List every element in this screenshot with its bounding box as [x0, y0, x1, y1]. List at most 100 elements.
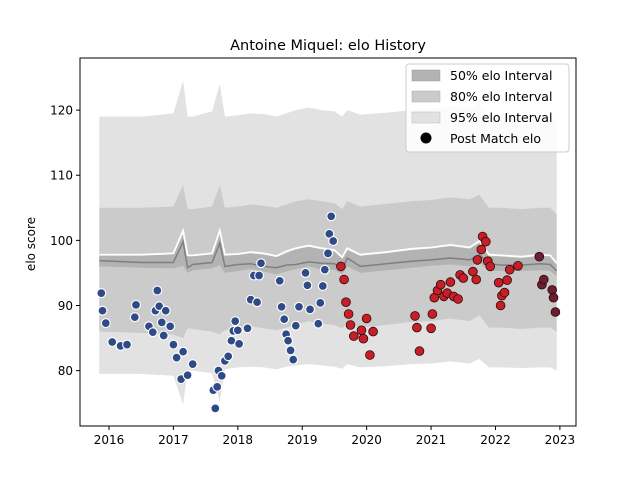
x-tick-label: 2016	[94, 433, 125, 447]
post-match-point	[476, 244, 487, 255]
post-match-point	[147, 327, 158, 338]
post-match-point	[548, 292, 559, 303]
y-tick-label: 90	[58, 299, 73, 313]
post-match-series-final	[534, 251, 561, 317]
legend-label-80: 80% elo Interval	[450, 89, 552, 104]
post-match-point	[256, 258, 266, 269]
post-match-point	[317, 281, 328, 291]
post-match-point	[341, 297, 351, 308]
post-match-point	[216, 370, 227, 381]
x-tick-label: 2020	[351, 433, 382, 447]
post-match-point	[276, 301, 287, 312]
post-match-point	[254, 270, 265, 281]
post-match-point	[97, 305, 108, 316]
axes-frame	[79, 57, 577, 427]
post-match-point	[480, 236, 491, 247]
x-tick-label: 2022	[480, 433, 511, 447]
post-match-point	[361, 313, 372, 324]
post-match-point	[107, 337, 118, 347]
post-match-point	[212, 381, 223, 392]
chart-title: Antoine Miquel: elo History	[230, 38, 426, 54]
x-tick-label: 2017	[158, 433, 189, 447]
post-match-point	[502, 275, 512, 285]
post-match-point	[410, 311, 420, 321]
x-tick-label: 2021	[416, 433, 447, 447]
post-match-point	[504, 264, 515, 275]
x-tick-label: 2018	[223, 433, 254, 447]
post-match-point	[279, 314, 290, 325]
y-tick-label: 110	[50, 169, 73, 183]
post-match-point	[471, 274, 482, 285]
post-match-point	[358, 333, 369, 344]
legend-label-95: 95% elo Interval	[450, 110, 552, 125]
post-match-point	[336, 261, 346, 272]
post-match-point	[187, 359, 198, 370]
x-tick-label: 2019	[287, 433, 318, 447]
post-match-point	[547, 285, 557, 295]
legend-swatch-95	[411, 111, 441, 124]
y-axis-label: elo score	[24, 217, 38, 271]
post-match-point	[356, 325, 367, 336]
post-match-point	[323, 248, 333, 259]
post-match-point	[343, 309, 354, 319]
post-match-point	[156, 317, 167, 328]
post-match-point	[348, 331, 359, 341]
post-match-point	[230, 316, 241, 327]
post-match-point	[288, 354, 299, 365]
post-match-point	[232, 325, 243, 336]
post-match-point	[182, 370, 193, 381]
post-match-point	[302, 280, 313, 291]
post-match-point	[339, 274, 349, 285]
legend-marker-post-match	[420, 132, 432, 144]
post-match-point	[283, 335, 294, 346]
post-match-point	[485, 261, 496, 272]
post-match-point	[129, 312, 140, 323]
post-match-point	[499, 287, 510, 298]
post-match-point	[468, 266, 478, 277]
post-match-point	[152, 285, 163, 296]
post-match-point	[412, 322, 422, 333]
post-match-point	[223, 351, 234, 362]
post-match-point	[458, 273, 469, 283]
post-match-point	[345, 320, 356, 330]
post-match-point	[168, 339, 179, 350]
post-match-point	[252, 297, 263, 308]
post-match-point	[472, 255, 483, 265]
post-match-point	[315, 297, 326, 308]
plot-area	[96, 80, 561, 414]
post-match-point	[538, 274, 549, 285]
post-match-point	[319, 264, 330, 275]
post-match-point	[274, 275, 285, 286]
y-tick-label: 100	[50, 234, 73, 248]
post-match-point	[100, 318, 111, 329]
post-match-point	[160, 305, 171, 316]
post-match-point	[158, 330, 169, 341]
post-match-point	[313, 318, 324, 329]
post-match-point	[285, 345, 296, 356]
post-match-point	[426, 323, 436, 334]
post-match-point	[414, 346, 425, 356]
legend-frame	[405, 63, 570, 153]
post-match-point	[300, 267, 311, 278]
post-match-point	[495, 300, 506, 311]
post-match-point	[365, 350, 375, 360]
post-match-point	[550, 307, 561, 317]
post-match-point	[368, 326, 378, 337]
post-match-point	[122, 339, 132, 350]
post-match-point	[96, 288, 107, 299]
post-match-point	[294, 301, 304, 312]
y-tick-label: 120	[50, 104, 73, 118]
post-match-point	[427, 309, 438, 319]
post-match-point	[445, 277, 456, 287]
legend-label-post-match: Post Match elo	[450, 131, 541, 146]
axes: 2016 2017 2018 2019 2020 2021 2022 2023 80 90 100 1…	[50, 57, 577, 447]
post-match-point	[165, 321, 176, 332]
post-match-point	[131, 299, 141, 310]
y-tick-label: 80	[58, 364, 73, 378]
post-match-point	[290, 320, 301, 331]
post-match-point	[453, 294, 463, 304]
legend: 50% elo Interval 80% elo Interval 95% el…	[405, 63, 570, 153]
post-match-point	[305, 304, 315, 315]
x-tick-label: 2023	[545, 433, 576, 447]
legend-swatch-50	[411, 69, 441, 82]
